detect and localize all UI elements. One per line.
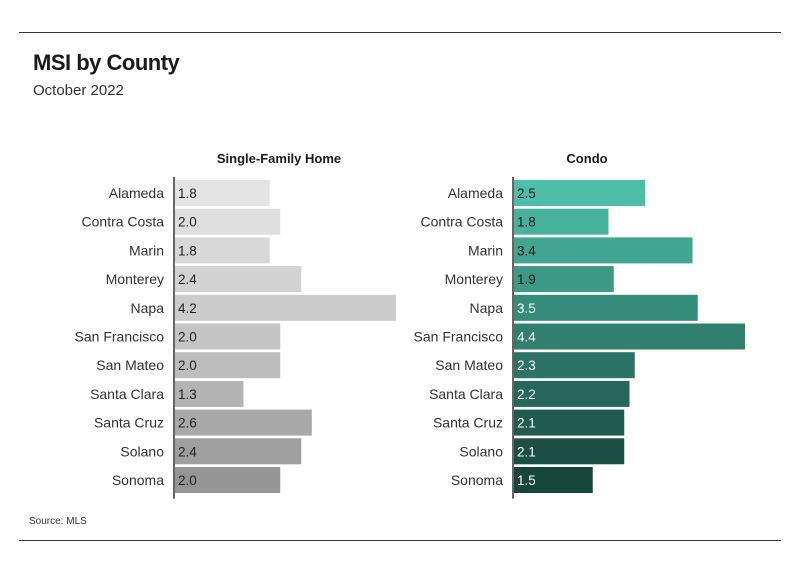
bar-sfh-santa-clara <box>175 380 244 407</box>
category-label-sfh-marin: Marin <box>129 242 164 258</box>
source-note: Source: MLS <box>29 516 87 527</box>
value-label-sfh-san-francisco: 2.0 <box>178 330 197 345</box>
category-label-sfh-sonoma: Sonoma <box>112 472 164 488</box>
bar-sfh-napa <box>175 294 396 321</box>
value-label-condo-san-mateo: 2.3 <box>517 358 536 373</box>
bar-condo-san-francisco <box>514 323 745 350</box>
value-label-condo-contra-costa: 1.8 <box>517 215 536 230</box>
category-label-sfh-contra-costa: Contra Costa <box>82 214 165 230</box>
bar-sfh-solano <box>175 438 302 465</box>
chart-subtitle: October 2022 <box>33 82 124 99</box>
category-label-condo-monterey: Monterey <box>445 271 503 287</box>
value-label-sfh-napa: 4.2 <box>178 301 197 316</box>
panel-title-condo: Condo <box>566 151 607 166</box>
category-label-condo-sonoma: Sonoma <box>451 472 503 488</box>
value-label-condo-alameda: 2.5 <box>517 186 536 201</box>
bar-sfh-santa-cruz <box>175 409 312 436</box>
value-label-condo-santa-cruz: 2.1 <box>517 416 536 431</box>
value-label-sfh-monterey: 2.4 <box>178 272 197 287</box>
value-label-condo-napa: 3.5 <box>517 301 536 316</box>
value-label-condo-marin: 3.4 <box>517 243 536 258</box>
value-label-sfh-marin: 1.8 <box>178 243 197 258</box>
bar-condo-san-mateo <box>514 352 635 379</box>
category-label-sfh-alameda: Alameda <box>109 185 164 201</box>
top-rule <box>19 32 781 33</box>
bar-condo-sonoma <box>514 467 593 493</box>
category-label-sfh-santa-clara: Santa Clara <box>90 386 164 402</box>
category-label-sfh-santa-cruz: Santa Cruz <box>94 415 164 431</box>
value-label-sfh-santa-cruz: 2.6 <box>178 416 197 431</box>
category-label-sfh-san-francisco: San Francisco <box>75 329 165 345</box>
chart-title: MSI by County <box>33 50 180 75</box>
bar-sfh-monterey <box>175 266 302 293</box>
category-label-condo-san-mateo: San Mateo <box>435 357 503 373</box>
category-label-sfh-napa: Napa <box>131 300 165 316</box>
bar-sfh-alameda <box>175 180 270 206</box>
value-label-sfh-contra-costa: 2.0 <box>178 215 197 230</box>
category-label-sfh-monterey: Monterey <box>106 271 164 287</box>
category-label-sfh-san-mateo: San Mateo <box>96 357 164 373</box>
value-label-sfh-alameda: 1.8 <box>178 186 197 201</box>
category-label-condo-napa: Napa <box>470 300 504 316</box>
category-label-condo-santa-cruz: Santa Cruz <box>433 415 503 431</box>
category-label-condo-san-francisco: San Francisco <box>414 329 504 345</box>
panel-condo: Condo Alameda 2.5 Contra Costa 1.8 Marin 3.4 Mo… <box>414 151 745 499</box>
bar-condo-napa <box>514 294 698 321</box>
value-label-condo-santa-clara: 2.2 <box>517 387 536 402</box>
value-label-condo-san-francisco: 4.4 <box>517 330 536 345</box>
bar-condo-solano <box>514 438 625 465</box>
bar-condo-contra-costa <box>514 208 609 235</box>
value-label-sfh-sonoma: 2.0 <box>178 473 197 488</box>
value-label-condo-monterey: 1.9 <box>517 272 536 287</box>
panel-title-sfh: Single-Family Home <box>217 151 341 166</box>
panel-single-family: Single-Family Home Alameda 1.8 Contra Costa… <box>75 151 396 499</box>
value-label-condo-solano: 2.1 <box>517 444 536 459</box>
bar-condo-marin <box>514 237 693 264</box>
category-label-condo-contra-costa: Contra Costa <box>421 214 504 230</box>
bar-sfh-marin <box>175 237 270 264</box>
bottom-rule <box>19 540 781 541</box>
value-label-sfh-san-mateo: 2.0 <box>178 358 197 373</box>
value-label-condo-sonoma: 1.5 <box>517 473 536 488</box>
bar-sfh-san-mateo <box>175 352 281 379</box>
bar-sfh-san-francisco <box>175 323 281 350</box>
bar-condo-santa-cruz <box>514 409 625 436</box>
category-label-condo-solano: Solano <box>459 443 503 459</box>
bar-sfh-contra-costa <box>175 208 281 235</box>
bar-condo-alameda <box>514 180 646 206</box>
category-label-sfh-solano: Solano <box>120 443 164 459</box>
category-label-condo-santa-clara: Santa Clara <box>429 386 503 402</box>
category-label-condo-marin: Marin <box>468 242 503 258</box>
bar-condo-monterey <box>514 266 614 293</box>
value-label-sfh-solano: 2.4 <box>178 444 197 459</box>
value-label-sfh-santa-clara: 1.3 <box>178 387 197 402</box>
bar-sfh-sonoma <box>175 467 281 493</box>
category-label-condo-alameda: Alameda <box>448 185 503 201</box>
bar-condo-santa-clara <box>514 380 630 407</box>
